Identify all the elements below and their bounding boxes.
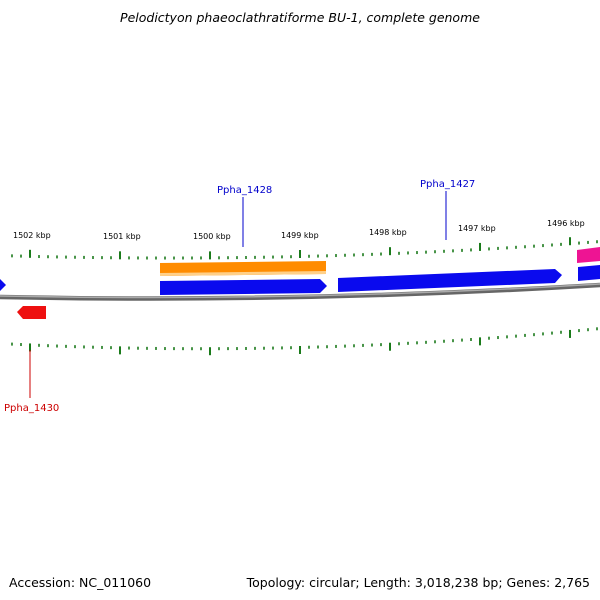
genome-backbone <box>0 282 600 301</box>
axis-label-1499: 1499 kbp <box>281 231 319 240</box>
pink-feature[interactable] <box>577 247 600 263</box>
axis-label-1502: 1502 kbp <box>13 231 51 240</box>
outer-tick-track <box>11 237 598 260</box>
forward-cds-arrow-left-edge[interactable] <box>0 279 6 291</box>
genome-backbone-highlight <box>0 283 600 299</box>
axis-label-1496: 1496 kbp <box>547 219 585 228</box>
forward-cds-arrow-ppha-1427[interactable] <box>338 269 562 292</box>
axis-label-1500: 1500 kbp <box>193 232 231 241</box>
gene-label-ppha-1430[interactable]: Ppha_1430 <box>4 403 59 414</box>
axis-label-1501: 1501 kbp <box>103 232 141 241</box>
axis-label-1498: 1498 kbp <box>369 228 407 237</box>
inner-tick-track <box>11 327 598 356</box>
figure-title: Pelodictyon phaeoclathratiforme BU-1, co… <box>120 10 480 25</box>
orange-feature-shade <box>160 271 326 276</box>
genome-summary-text: Topology: circular; Length: 3,018,238 bp… <box>246 575 590 590</box>
accession-text: Accession: NC_011060 <box>9 575 152 590</box>
forward-cds-arrow-right-edge[interactable] <box>578 265 600 281</box>
forward-cds-arrow-ppha-1428[interactable] <box>160 279 327 295</box>
gene-label-ppha-1428[interactable]: Ppha_1428 <box>217 185 272 196</box>
gene-label-ppha-1427[interactable]: Ppha_1427 <box>420 179 475 190</box>
reverse-cds-arrow-ppha-1430[interactable] <box>17 306 46 319</box>
axis-label-1497: 1497 kbp <box>458 224 496 233</box>
